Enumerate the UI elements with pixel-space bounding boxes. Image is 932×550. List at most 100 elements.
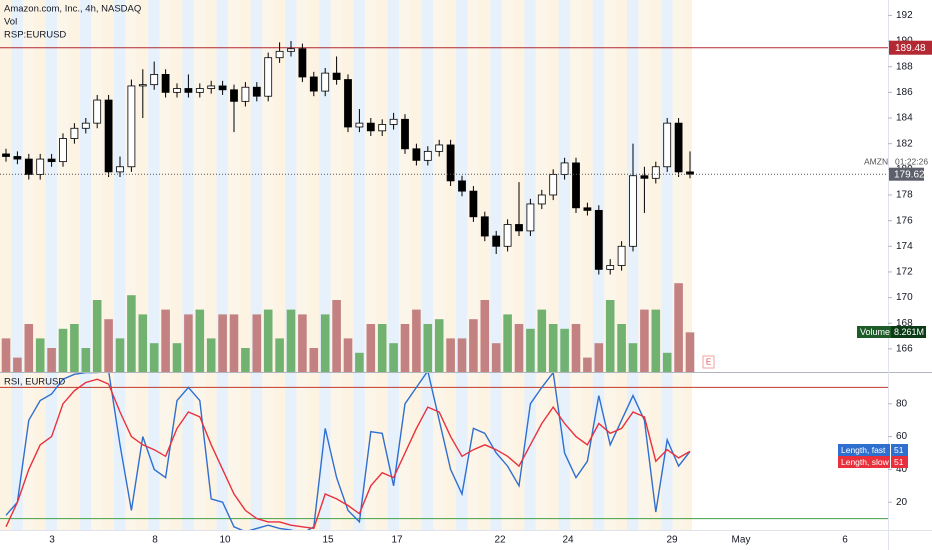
candle-body xyxy=(36,158,45,175)
subtitle: RSP:EURUSD xyxy=(4,30,66,41)
candle-body xyxy=(275,50,284,59)
volume-bar xyxy=(309,348,319,372)
candle-body xyxy=(150,74,159,86)
volume-bar xyxy=(320,314,330,372)
candle-body xyxy=(161,74,170,93)
volume-bar xyxy=(286,309,296,372)
last-price-box xyxy=(889,167,924,181)
y-tick-label: 184 xyxy=(896,113,913,124)
y-tick-label: 188 xyxy=(896,61,913,72)
legend-value: 51 xyxy=(894,445,904,455)
volume-bar xyxy=(1,338,11,372)
volume-bar xyxy=(640,309,649,372)
volume-bar xyxy=(480,300,490,372)
y-tick-label: 172 xyxy=(896,267,913,278)
candle-body xyxy=(207,85,216,89)
volume-bar xyxy=(24,324,34,372)
candle-body xyxy=(24,158,33,175)
candle-body xyxy=(59,138,67,163)
symbol-label: AMZN xyxy=(864,156,888,166)
last-price-label: 179.62 xyxy=(894,169,925,180)
candle-body xyxy=(537,194,546,205)
volume-bar xyxy=(343,338,353,372)
candle-body xyxy=(241,86,250,102)
volume-bar xyxy=(457,338,467,372)
x-tick-label: 17 xyxy=(391,535,403,546)
volume-bar xyxy=(583,357,592,372)
candle-body xyxy=(252,86,261,97)
volume-name-box xyxy=(857,326,891,338)
candle-body xyxy=(13,156,22,160)
y-tick-label: 80 xyxy=(896,398,908,409)
candle-body xyxy=(515,224,523,232)
legend-box xyxy=(838,456,890,468)
volume-bar xyxy=(685,332,695,372)
y-tick-label: 170 xyxy=(896,292,913,303)
candle-body xyxy=(332,72,341,80)
volume-bar xyxy=(651,309,661,372)
rsi-line xyxy=(5,378,691,530)
volume-bar xyxy=(662,352,672,372)
legend-name: Length, slow xyxy=(841,457,890,467)
volume-bar xyxy=(560,328,569,372)
candle-body xyxy=(173,88,181,93)
candle-body xyxy=(480,216,489,237)
candle-body xyxy=(572,162,580,209)
y-tick-label: 174 xyxy=(896,241,913,252)
volume-bar xyxy=(252,314,262,372)
candle-body xyxy=(389,118,398,125)
volume-bar xyxy=(491,343,501,372)
countdown: 01:22:26 xyxy=(895,156,928,166)
volume-bar xyxy=(412,309,421,372)
price-label: 189.48 xyxy=(895,43,926,54)
candle-body xyxy=(309,76,318,92)
subtitle: Vol xyxy=(4,17,17,28)
x-tick-label: 6 xyxy=(842,535,848,546)
candle-body xyxy=(127,85,136,168)
rsi-title: RSI, EURUSD xyxy=(4,377,65,388)
candle-body xyxy=(629,175,637,247)
y-tick-label: 40 xyxy=(896,464,908,475)
y-tick-label: 60 xyxy=(896,431,908,442)
candle-body xyxy=(583,207,592,211)
volume-bar xyxy=(70,324,79,372)
candle-body xyxy=(446,144,455,182)
candle-body xyxy=(526,203,535,232)
candle-body xyxy=(93,99,102,124)
volume-bar xyxy=(469,319,478,372)
x-tick-label: 22 xyxy=(494,535,506,546)
volume-bar xyxy=(400,324,410,372)
event-marker[interactable]: E xyxy=(706,358,711,367)
candle-body xyxy=(458,180,466,192)
candle-body xyxy=(640,175,649,179)
x-tick-label: May xyxy=(732,535,751,546)
rsi-pane xyxy=(0,373,888,530)
candle-body xyxy=(70,127,79,139)
volume-value: 8.261M xyxy=(894,327,924,337)
event-marker-box[interactable] xyxy=(702,355,715,369)
candle-body xyxy=(344,79,352,128)
x-tick-label: 8 xyxy=(152,535,158,546)
candle-body xyxy=(503,224,512,247)
volume-value-box xyxy=(891,326,926,338)
y-tick-label: 192 xyxy=(896,10,913,21)
overlay: 1661681701721741761781801821841861881901… xyxy=(838,10,932,508)
volume-bar xyxy=(298,314,307,372)
candle-body xyxy=(218,85,227,91)
x-tick-label: 29 xyxy=(666,535,678,546)
volume-bar xyxy=(263,309,273,372)
candle-body xyxy=(298,48,307,78)
volume-bar xyxy=(206,338,216,372)
candle-body xyxy=(230,89,238,102)
y-tick-label: 178 xyxy=(896,190,913,201)
volume-bar xyxy=(434,319,444,372)
candle-body xyxy=(560,162,569,175)
volume-bar xyxy=(35,338,45,372)
legend-name: Length, fast xyxy=(841,445,886,455)
candle-body xyxy=(651,166,660,179)
volume-bar xyxy=(58,328,68,372)
volume-bar xyxy=(548,324,558,372)
candle-body xyxy=(401,118,409,150)
candle-body xyxy=(674,122,683,173)
candle-body xyxy=(264,57,273,97)
